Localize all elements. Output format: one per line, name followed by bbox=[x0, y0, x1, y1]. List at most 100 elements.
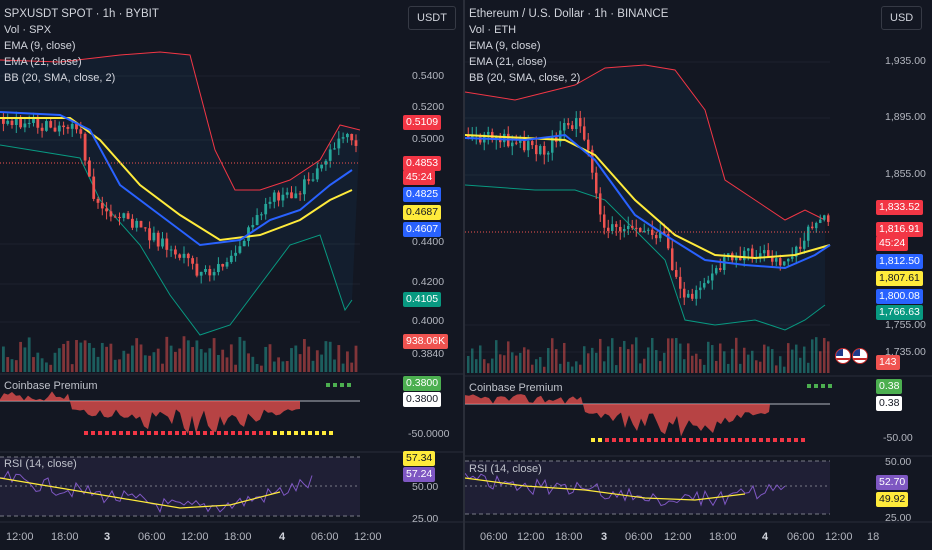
candle-body bbox=[523, 138, 526, 151]
volume-bar bbox=[10, 359, 14, 372]
volume-bar bbox=[827, 341, 830, 373]
volume-bar bbox=[535, 359, 538, 373]
candle-body bbox=[277, 192, 280, 201]
candle-body bbox=[346, 133, 349, 138]
left-legend-ema9[interactable]: EMA (9, close) bbox=[4, 40, 76, 52]
volume-bar bbox=[225, 357, 229, 372]
volume-bar bbox=[2, 346, 5, 372]
candle-body bbox=[467, 135, 470, 138]
volume-bar bbox=[199, 349, 203, 372]
left-legend-volume[interactable]: Vol · SPX bbox=[4, 24, 52, 36]
right-legend-volume[interactable]: Vol · ETH bbox=[469, 24, 517, 36]
volume-bar bbox=[156, 348, 160, 372]
right-legend-ema21[interactable]: EMA (21, close) bbox=[469, 56, 547, 68]
candle-body bbox=[655, 234, 658, 239]
candle-body bbox=[739, 255, 742, 261]
volume-bar bbox=[483, 359, 486, 373]
volume-bar bbox=[234, 364, 237, 372]
right-rsi-title[interactable]: RSI (14, close) bbox=[469, 463, 542, 475]
volume-bar bbox=[687, 343, 690, 373]
us-flag-icon[interactable] bbox=[852, 348, 868, 364]
candle-body bbox=[687, 293, 690, 298]
volume-bar bbox=[191, 347, 194, 372]
right-price-tick: 1,895.00 bbox=[885, 111, 926, 123]
right-bb-lower-tag: 1,766.63 bbox=[876, 305, 923, 320]
premium-signal-dot bbox=[175, 431, 179, 435]
premium-signal-dot bbox=[91, 431, 95, 435]
candle-body bbox=[251, 225, 255, 228]
left-bb-upper-tag: 0.5109 bbox=[403, 115, 442, 130]
candle-body bbox=[70, 123, 74, 129]
left-symbol-title[interactable]: SPXUSDT SPOT · 1h · BYBIT bbox=[4, 8, 159, 20]
left-price-tick: 0.4000 bbox=[412, 315, 445, 327]
pane-divider[interactable] bbox=[463, 0, 465, 550]
right-ema21-tag: 1,800.08 bbox=[876, 289, 923, 304]
volume-bar bbox=[555, 349, 558, 373]
volume-bar bbox=[186, 340, 190, 372]
candle-body bbox=[96, 198, 100, 203]
left-currency-button[interactable]: USDT bbox=[408, 6, 456, 30]
volume-bar bbox=[221, 349, 225, 372]
candle-body bbox=[139, 220, 143, 228]
volume-bar bbox=[320, 354, 323, 372]
right-legend-ema9[interactable]: EMA (9, close) bbox=[469, 40, 541, 52]
candle-body bbox=[707, 280, 710, 284]
volume-bar bbox=[109, 343, 113, 372]
us-flag-icon[interactable] bbox=[835, 348, 851, 364]
right-legend-bb[interactable]: BB (20, SMA, close, 2) bbox=[469, 72, 581, 84]
volume-bar bbox=[88, 343, 91, 372]
candle-body bbox=[675, 270, 678, 277]
left-rsi-title[interactable]: RSI (14, close) bbox=[4, 458, 77, 470]
candle-body bbox=[799, 246, 802, 249]
left-price-tick: 0.5400 bbox=[412, 70, 445, 82]
volume-bar bbox=[547, 348, 550, 373]
premium-signal-dot bbox=[126, 431, 130, 435]
right-premium-title[interactable]: Coinbase Premium bbox=[469, 382, 563, 394]
premium-signal-dot bbox=[828, 384, 832, 388]
volume-bar bbox=[743, 347, 746, 373]
volume-bar bbox=[695, 353, 698, 373]
left-legend-bb[interactable]: BB (20, SMA, close, 2) bbox=[4, 72, 116, 84]
volume-bar bbox=[49, 364, 53, 372]
volume-bar bbox=[242, 340, 246, 372]
volume-bar bbox=[563, 342, 566, 373]
candle-body bbox=[350, 133, 354, 141]
premium-signal-dot bbox=[619, 438, 623, 442]
left-legend-ema21[interactable]: EMA (21, close) bbox=[4, 56, 82, 68]
bb-lower-line bbox=[0, 144, 353, 336]
volume-bar bbox=[511, 352, 514, 373]
volume-bar bbox=[667, 338, 670, 373]
volume-bar bbox=[807, 362, 810, 373]
volume-bar bbox=[779, 356, 782, 373]
right-time-label: 06:00 bbox=[480, 531, 508, 543]
left-chart-pane[interactable]: SPXUSDT SPOT · 1h · BYBIT Vol · SPX EMA … bbox=[0, 0, 463, 550]
candle-body bbox=[807, 226, 810, 241]
volume-bar bbox=[105, 346, 108, 372]
right-chart-pane[interactable]: Ethereum / U.S. Dollar · 1h · BINANCE Vo… bbox=[465, 0, 932, 550]
volume-bar bbox=[583, 346, 586, 373]
candle-body bbox=[165, 238, 169, 250]
premium-signal-dot bbox=[814, 384, 818, 388]
volume-bar bbox=[229, 344, 233, 372]
left-chart-canvas[interactable] bbox=[0, 0, 463, 550]
left-time-label: 18:00 bbox=[224, 531, 252, 543]
volume-bar bbox=[182, 336, 186, 372]
candle-body bbox=[587, 139, 590, 150]
volume-bar bbox=[715, 360, 718, 373]
candle-body bbox=[260, 214, 263, 216]
volume-bar bbox=[723, 351, 726, 373]
right-currency-button[interactable]: USD bbox=[881, 6, 923, 30]
volume-bar bbox=[691, 355, 694, 373]
left-premium-title[interactable]: Coinbase Premium bbox=[4, 380, 98, 392]
premium-signal-dot bbox=[112, 431, 116, 435]
premium-signal-dot bbox=[322, 431, 326, 435]
premium-signal-dot bbox=[315, 431, 319, 435]
left-premium-top-tag: 0.3800 bbox=[403, 376, 442, 391]
volume-bar bbox=[551, 338, 554, 373]
right-symbol-title[interactable]: Ethereum / U.S. Dollar · 1h · BINANCE bbox=[469, 8, 669, 20]
volume-bar bbox=[6, 357, 10, 372]
candle-body bbox=[595, 172, 598, 194]
right-chart-canvas[interactable] bbox=[465, 0, 932, 550]
volume-bar bbox=[783, 366, 786, 373]
volume-bar bbox=[739, 363, 742, 373]
